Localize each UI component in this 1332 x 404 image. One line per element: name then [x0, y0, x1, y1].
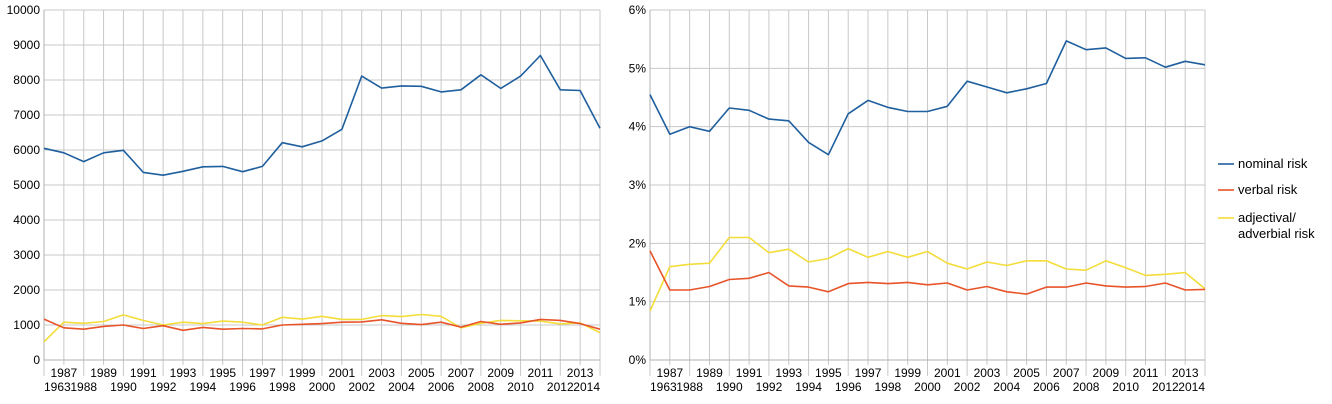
- y-tick-label: 7000: [13, 108, 40, 122]
- x-tick-label: 2001: [934, 366, 961, 380]
- x-tick-label: 1999: [289, 366, 316, 380]
- x-tick-label: 2002: [348, 380, 375, 394]
- x-tick-label: 1997: [855, 366, 882, 380]
- x-tick-label: 1988: [70, 380, 97, 394]
- x-tick-label: 2004: [993, 380, 1020, 394]
- x-tick-label: 2014: [573, 380, 600, 394]
- x-tick-label: 1963: [650, 380, 677, 394]
- x-tick-label: 2002: [954, 380, 981, 394]
- x-tick-label: 1998: [269, 380, 296, 394]
- x-tick-label: 2014: [1178, 380, 1205, 394]
- legend-label-nominal-risk: nominal risk: [1238, 156, 1308, 171]
- series-line-verbal-risk: [649, 250, 1206, 295]
- x-tick-label: 2005: [408, 366, 435, 380]
- x-tick-label: 1990: [110, 380, 137, 394]
- right-chart: 0%1%2%3%4%5%6%19631987198819891990199119…: [629, 3, 1206, 394]
- x-tick-label: 2010: [507, 380, 534, 394]
- x-tick-label: 2001: [329, 366, 356, 380]
- x-tick-label: 1987: [656, 366, 683, 380]
- y-tick-label: 3000: [13, 248, 40, 262]
- x-tick-label: 1991: [130, 366, 157, 380]
- x-tick-label: 2012: [547, 380, 574, 394]
- x-tick-label: 1995: [209, 366, 236, 380]
- y-tick-label: 8000: [13, 73, 40, 87]
- y-tick-label: 9000: [13, 38, 40, 52]
- y-tick-label: 2%: [629, 236, 647, 250]
- left-chart: 0 1000 2000 3000 4000 5000 6000 7000 8000 9000 100…: [7, 3, 601, 394]
- x-tick-label: 2008: [1073, 380, 1100, 394]
- legend-label-adjectival-adverbial-risk: adjectival/adverbial risk: [1238, 210, 1315, 241]
- x-tick-label: 2011: [528, 366, 554, 380]
- x-tick-label: 2013: [567, 366, 594, 380]
- x-tick-label: 1994: [795, 380, 822, 394]
- x-tick-label: 1997: [249, 366, 276, 380]
- x-tick-label: 1999: [894, 366, 921, 380]
- x-tick-label: 1987: [51, 366, 78, 380]
- x-tick-label: 1998: [875, 380, 902, 394]
- y-tick-label: 0%: [629, 353, 647, 367]
- x-tick-label: 2006: [428, 380, 455, 394]
- y-tick-label: 2000: [13, 283, 40, 297]
- y-tick-label: 4%: [629, 120, 647, 134]
- y-tick-label: 6000: [13, 143, 40, 157]
- legend-label-verbal-risk: verbal risk: [1238, 182, 1298, 197]
- y-tick-label: 0: [33, 353, 40, 367]
- x-tick-label: 2003: [974, 366, 1001, 380]
- y-tick-label: 3%: [629, 178, 647, 192]
- x-tick-label: 1995: [815, 366, 842, 380]
- x-tick-label: 2013: [1172, 366, 1199, 380]
- y-tick-label: 4000: [13, 213, 40, 227]
- x-tick-label: 1996: [835, 380, 862, 394]
- x-tick-label: 1993: [775, 366, 802, 380]
- y-tick-label: 10000: [7, 3, 41, 17]
- x-tick-label: 2009: [487, 366, 514, 380]
- x-tick-label: 1989: [90, 366, 117, 380]
- x-tick-label: 1994: [190, 380, 217, 394]
- x-tick-label: 2006: [1033, 380, 1060, 394]
- x-tick-label: 2005: [1013, 366, 1040, 380]
- series-line-adjectival-adverbial-risk: [43, 313, 601, 343]
- x-tick-label: 2010: [1112, 380, 1139, 394]
- x-tick-label: 1988: [676, 380, 703, 394]
- series-line-nominal-risk: [649, 40, 1206, 156]
- x-tick-label: 2007: [1053, 366, 1080, 380]
- x-tick-label: 1991: [736, 366, 763, 380]
- legend: nominal risk verbal risk adjectival/adverb…: [1218, 156, 1315, 241]
- x-tick-label: 2011: [1133, 366, 1159, 380]
- x-tick-label: 2007: [448, 366, 475, 380]
- y-tick-label: 1000: [13, 318, 40, 332]
- x-tick-label: 1993: [170, 366, 197, 380]
- x-tick-label: 2000: [914, 380, 941, 394]
- y-tick-label: 5%: [629, 61, 647, 75]
- x-tick-label: 2012: [1152, 380, 1179, 394]
- x-tick-label: 1989: [696, 366, 723, 380]
- x-tick-label: 1996: [229, 380, 256, 394]
- x-tick-label: 1963: [44, 380, 71, 394]
- y-tick-label: 6%: [629, 3, 647, 17]
- y-tick-label: 1%: [629, 295, 647, 309]
- x-tick-label: 2004: [388, 380, 415, 394]
- x-tick-label: 2003: [368, 366, 395, 380]
- x-tick-label: 2009: [1093, 366, 1120, 380]
- series-line-adjectival-adverbial-risk: [649, 236, 1206, 312]
- series-line-verbal-risk: [43, 318, 601, 332]
- x-tick-label: 1992: [150, 380, 177, 394]
- series-line-nominal-risk: [43, 54, 601, 176]
- x-tick-label: 2000: [309, 380, 336, 394]
- y-tick-label: 5000: [13, 178, 40, 192]
- x-tick-label: 1990: [716, 380, 743, 394]
- x-tick-label: 1992: [756, 380, 783, 394]
- x-tick-label: 2008: [468, 380, 495, 394]
